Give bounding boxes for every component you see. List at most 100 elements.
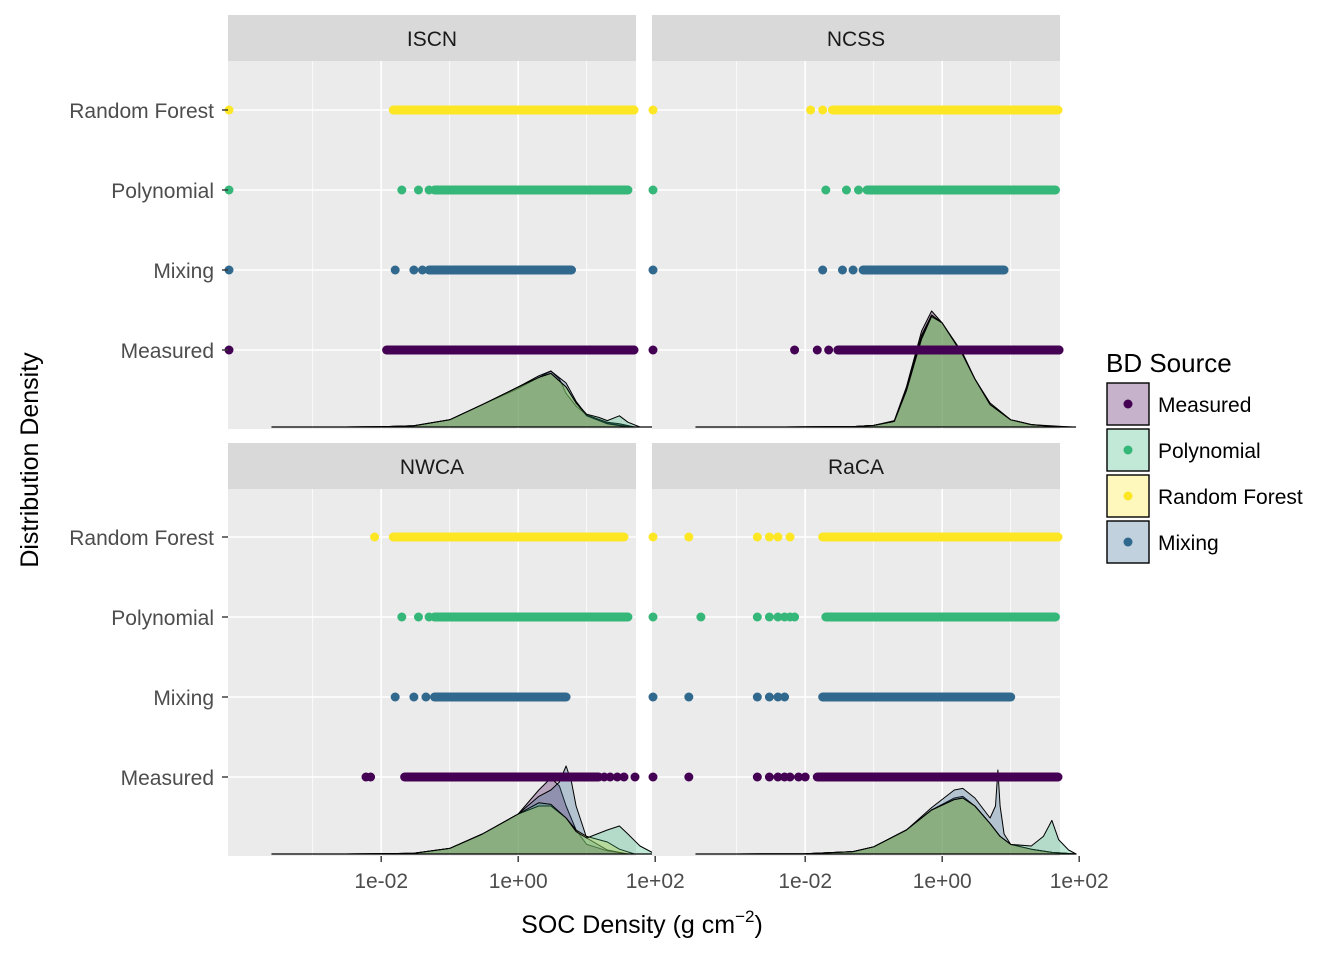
legend-label: Random Forest xyxy=(1158,486,1303,509)
x-axis-title-main: SOC Density (g cm xyxy=(521,911,735,939)
data-point xyxy=(818,105,828,115)
data-point xyxy=(790,345,800,355)
data-point xyxy=(790,612,800,622)
y-tick-label: Random Forest xyxy=(69,527,214,550)
data-point xyxy=(764,532,774,542)
legend-label: Polynomial xyxy=(1158,440,1261,463)
data-point xyxy=(224,345,234,355)
strip-random-forest xyxy=(648,105,1063,115)
strip-mixing xyxy=(648,692,1016,702)
legend-entries: Measured Polynomial Random Forest Mixing xyxy=(1106,382,1303,564)
legend-entry-measured: Measured xyxy=(1106,382,1251,426)
data-point xyxy=(752,692,762,702)
y-tick-label: Polynomial xyxy=(111,180,214,203)
data-point xyxy=(224,265,234,275)
strip-random-forest xyxy=(370,532,629,542)
y-tick-label: Random Forest xyxy=(69,100,214,123)
data-point xyxy=(397,612,407,622)
data-point xyxy=(785,532,795,542)
panel-strip xyxy=(228,15,636,61)
strip-random-forest xyxy=(224,105,639,115)
data-point xyxy=(785,772,795,782)
data-point xyxy=(780,692,790,702)
strip-polynomial xyxy=(224,185,633,195)
y-tick-label: Measured xyxy=(121,767,214,790)
panel-strip-label: NWCA xyxy=(400,456,464,479)
data-point xyxy=(390,692,400,702)
data-point xyxy=(648,105,658,115)
data-point xyxy=(773,692,783,702)
panel-iscn: ISCN Measured Mixing Polynomial Random Fores… xyxy=(69,15,657,429)
data-point xyxy=(684,532,694,542)
panel-raca: RaCA 1e-02 1e+00 1e+02 xyxy=(648,443,1109,893)
data-point xyxy=(417,265,427,275)
data-point xyxy=(854,185,864,195)
data-point xyxy=(818,265,828,275)
data-point xyxy=(841,185,851,195)
data-point xyxy=(684,692,694,702)
data-point xyxy=(648,692,658,702)
legend-entry-polynomial: Polynomial xyxy=(1106,428,1261,472)
x-axis-title-close: ) xyxy=(755,911,763,939)
legend-title: BD Source xyxy=(1106,348,1232,378)
legend-label: Mixing xyxy=(1158,532,1219,555)
data-point xyxy=(764,612,774,622)
panel-strip xyxy=(228,443,636,489)
strip-measured xyxy=(224,345,639,355)
data-point xyxy=(773,612,783,622)
data-point xyxy=(366,772,376,782)
panel-strip xyxy=(652,443,1060,489)
data-point xyxy=(413,612,423,622)
legend-key-point xyxy=(1123,399,1133,409)
data-point xyxy=(605,772,615,782)
strip-mixing xyxy=(390,692,571,702)
density-polynomial xyxy=(784,316,1060,428)
data-point xyxy=(370,532,380,542)
panel-strip-label: ISCN xyxy=(407,28,457,51)
legend-key-point xyxy=(1123,491,1133,501)
panels-layer: ISCN Measured Mixing Polynomial Random Fores… xyxy=(69,15,1109,893)
y-tick-label: Mixing xyxy=(153,260,214,283)
data-point xyxy=(648,185,658,195)
data-point xyxy=(403,105,413,115)
data-point xyxy=(224,105,234,115)
panel-background xyxy=(228,61,636,429)
y-axis-title: Distribution Density xyxy=(16,352,44,568)
data-point xyxy=(648,265,658,275)
data-point xyxy=(648,772,658,782)
x-tick-label: 1e+00 xyxy=(489,870,548,893)
x-tick-label: 1e+00 xyxy=(913,870,972,893)
data-point xyxy=(390,265,400,275)
strip-random-forest xyxy=(648,532,1063,542)
data-point xyxy=(752,772,762,782)
data-point xyxy=(409,692,419,702)
data-point xyxy=(648,345,658,355)
legend-entry-mixing: Mixing xyxy=(1106,520,1219,564)
panel-ncss: NCSS xyxy=(648,15,1080,429)
data-point xyxy=(630,772,640,782)
data-point xyxy=(696,612,706,622)
density-polynomial xyxy=(736,797,1077,855)
legend-key-point xyxy=(1123,537,1133,547)
data-point xyxy=(1054,345,1064,355)
data-point xyxy=(421,692,431,702)
x-tick-label: 1e+02 xyxy=(1050,870,1109,893)
strip-measured xyxy=(361,772,640,782)
data-point xyxy=(424,612,434,622)
x-tick-label: 1e+02 xyxy=(626,870,685,893)
y-tick-label: Mixing xyxy=(153,687,214,710)
data-point xyxy=(773,772,783,782)
panel-nwca: NWCA Measured Mixing Polynomial Random Fores… xyxy=(69,443,685,893)
legend-entry-random-forest: Random Forest xyxy=(1106,474,1303,518)
data-point xyxy=(848,265,858,275)
data-point xyxy=(800,772,810,782)
data-point xyxy=(806,105,816,115)
panel-background xyxy=(652,489,1060,856)
x-tick-label: 1e-02 xyxy=(778,870,832,893)
data-point xyxy=(397,105,407,115)
y-tick-label: Measured xyxy=(121,340,214,363)
strip-mixing xyxy=(648,265,1009,275)
data-point xyxy=(413,185,423,195)
data-point xyxy=(397,185,407,195)
data-point xyxy=(409,265,419,275)
